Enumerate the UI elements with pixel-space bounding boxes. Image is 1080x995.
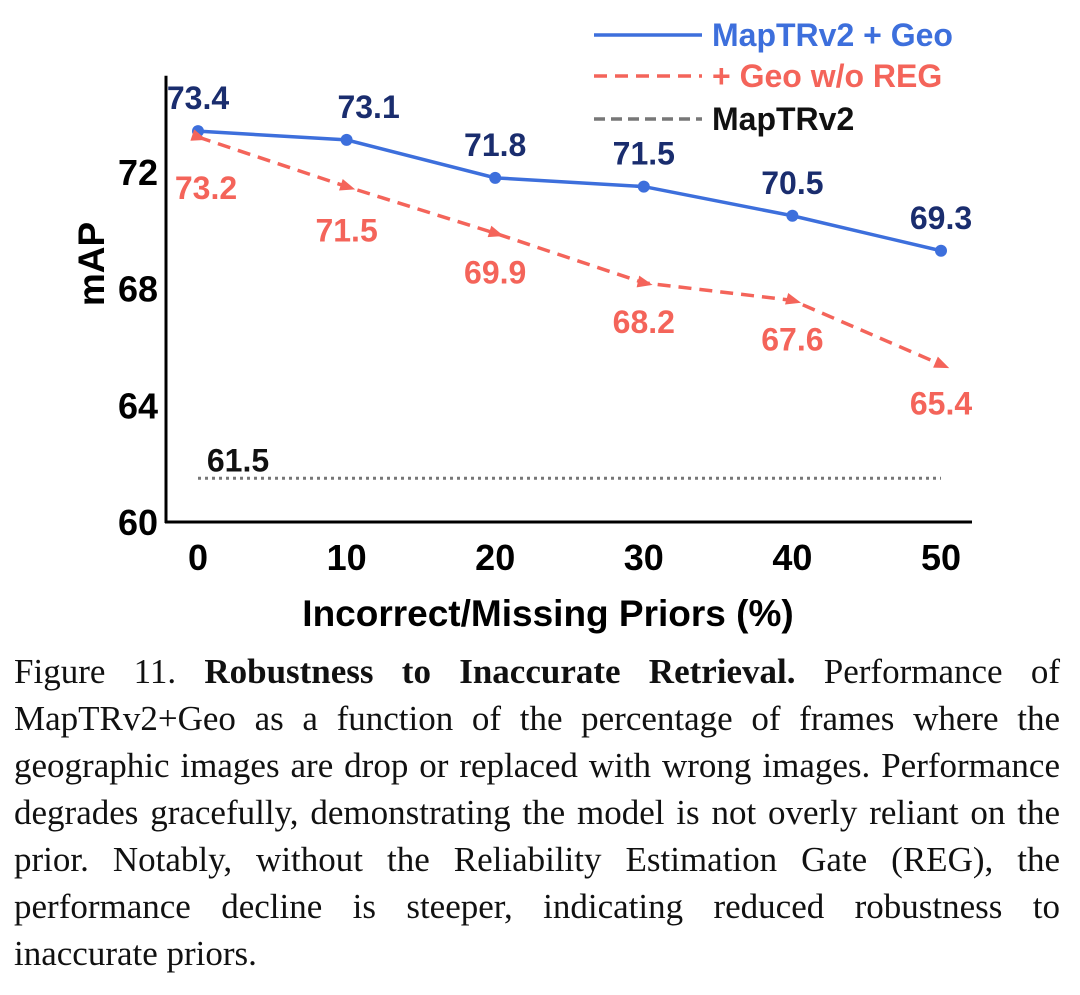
x-tick-label: 10 (327, 537, 367, 578)
series-line-1 (197, 135, 942, 367)
x-axis-title: Incorrect/Missing Priors (%) (302, 593, 793, 634)
chart-series (190, 125, 950, 480)
data-label: 71.5 (613, 136, 675, 172)
chart-legend: MapTRv2 + Geo + Geo w/o REG MapTRv2 (594, 17, 953, 137)
caption-body: Performance of MapTRv2+Geo as a function… (14, 652, 1060, 973)
x-tick-label: 30 (624, 537, 664, 578)
series-marker (339, 179, 356, 191)
data-label: 69.3 (910, 200, 972, 236)
data-label: 70.5 (761, 165, 823, 201)
data-label: 69.9 (464, 254, 526, 290)
series-marker (935, 244, 947, 257)
y-tick-label: 64 (118, 385, 158, 426)
figure-caption: Figure 11. Robustness to Inaccurate Retr… (14, 648, 1060, 977)
caption-title: Robustness to Inaccurate Retrieval. (204, 652, 796, 691)
y-axis-title: mAP (71, 222, 112, 306)
line-chart: 60 64 68 72 0 10 20 30 40 50 Incorrect/Missing Pri… (71, 17, 972, 634)
series-marker (786, 209, 799, 222)
series-marker (637, 180, 650, 193)
series-line-0 (197, 129, 942, 253)
series-marker (190, 129, 207, 141)
x-tick-label: 0 (188, 537, 208, 578)
series-marker (785, 292, 802, 305)
series-marker (636, 275, 653, 288)
x-tick-label: 50 (921, 537, 961, 578)
chart-axes: 60 64 68 72 0 10 20 30 40 50 Incorrect/Missing Pri… (71, 75, 972, 634)
data-label: 73.1 (337, 89, 399, 125)
x-tick-label: 40 (772, 537, 812, 578)
data-label: 67.6 (761, 321, 823, 357)
series-marker (487, 225, 504, 238)
data-label: 71.8 (464, 127, 526, 163)
legend-label: + Geo w/o REG (712, 58, 942, 94)
data-labels: 73.4 73.1 71.8 71.5 70.5 69.3 73.2 71.5 69.9 68.2… (167, 80, 972, 478)
legend-label: MapTRv2 + Geo (712, 17, 953, 53)
x-tick-label: 20 (475, 537, 515, 578)
data-label: 71.5 (315, 213, 377, 249)
series-marker (933, 356, 950, 369)
data-label: 61.5 (207, 442, 269, 478)
data-label: 68.2 (613, 304, 675, 340)
y-tick-label: 72 (118, 152, 158, 193)
series-marker (340, 133, 353, 146)
legend-label: MapTRv2 (712, 101, 854, 137)
data-label: 73.2 (175, 170, 237, 206)
data-label: 73.4 (167, 80, 229, 116)
y-tick-label: 60 (118, 502, 158, 543)
series-marker (489, 171, 502, 184)
data-label: 65.4 (910, 386, 972, 422)
caption-prefix: Figure 11. (14, 652, 205, 691)
y-tick-label: 68 (118, 269, 158, 310)
